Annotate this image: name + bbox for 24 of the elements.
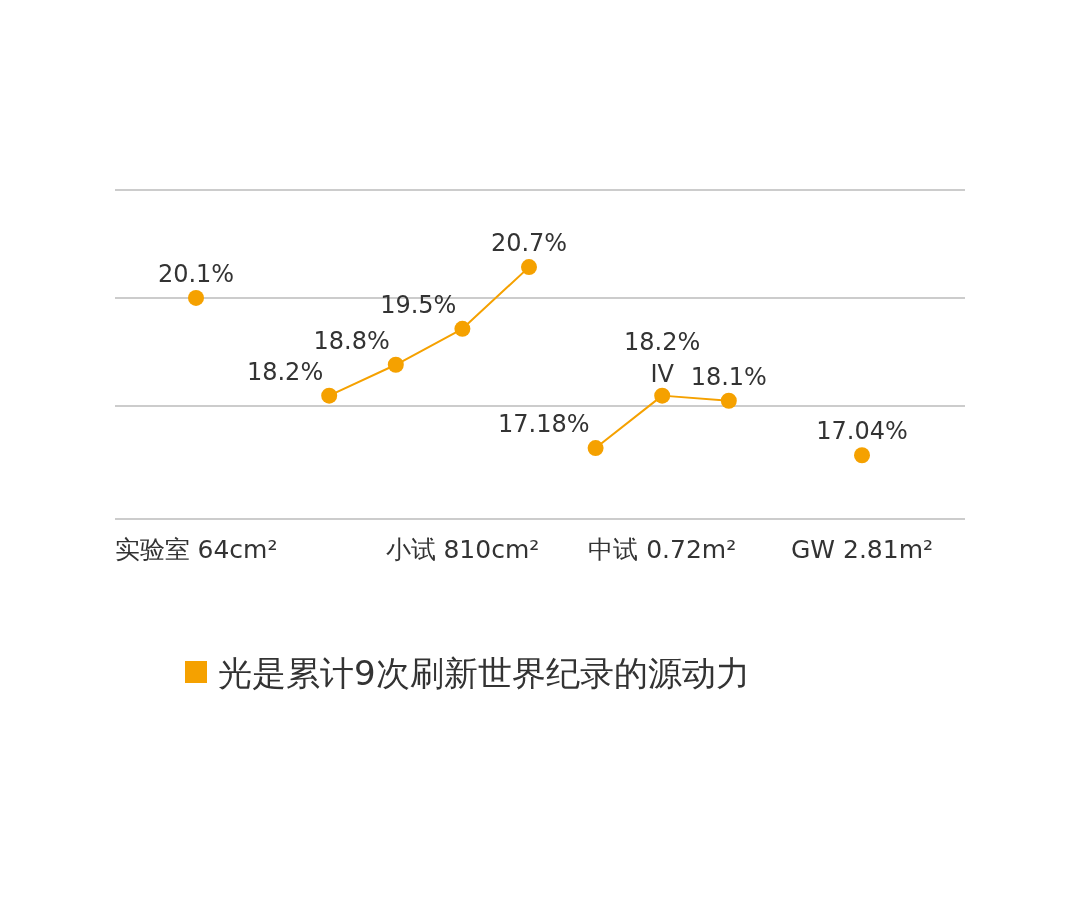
legend-label: 光是累计9次刷新世界纪录的源动力 (218, 653, 750, 693)
data-label: 18.2% (246, 357, 324, 386)
data-label: 17.04% (816, 417, 908, 446)
data-label: 20.7% (490, 229, 568, 258)
point (654, 387, 671, 404)
x-tick-label: 中试 0.72m² (588, 535, 737, 564)
data-label: 19.5% (380, 290, 457, 319)
point (454, 320, 471, 337)
x-tick-label: 小试 810cm² (385, 535, 540, 564)
point (720, 392, 737, 409)
data-label: 20.1% (157, 259, 235, 288)
point (188, 289, 204, 306)
x-tick-label: 实验室 64cm² (114, 535, 278, 564)
data-label: 17.18% (498, 410, 590, 439)
data-label: 18.2% (624, 327, 701, 356)
point (387, 356, 404, 373)
data-label: 18.8% (313, 326, 390, 355)
point (854, 447, 870, 464)
x-tick-label: GW 2.81m² (790, 535, 934, 564)
annotation: IV (650, 359, 675, 388)
point (321, 387, 338, 404)
point (521, 259, 537, 276)
point (587, 440, 604, 457)
data-label: 18.1% (690, 362, 767, 391)
